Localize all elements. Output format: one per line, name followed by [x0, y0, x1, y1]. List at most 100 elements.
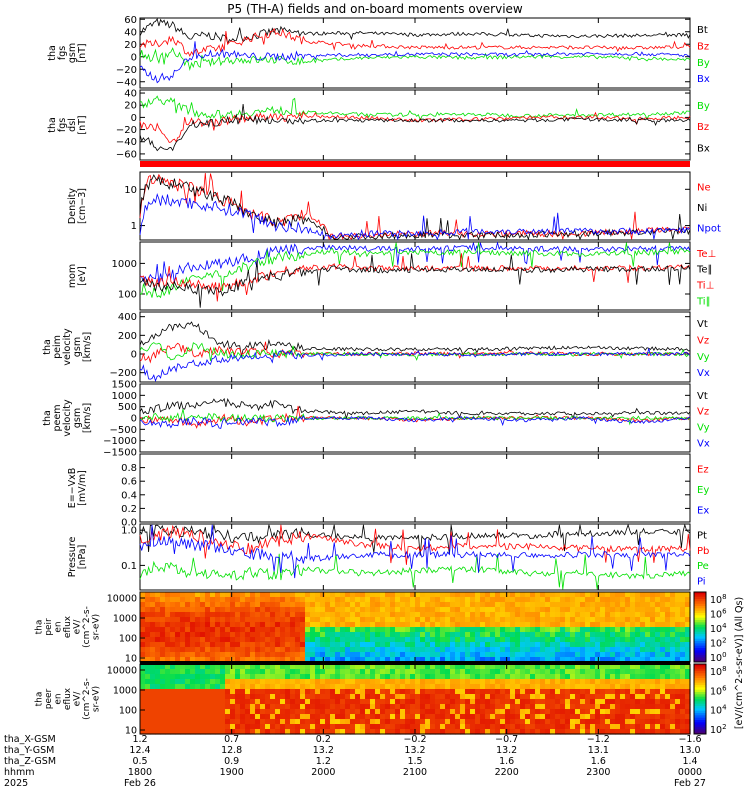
spectrogram-cell-s2	[605, 689, 611, 695]
spectrogram-cell-s2	[360, 729, 366, 735]
spectrogram-cell-s1	[380, 592, 386, 598]
spectrogram-cell-s1	[585, 602, 591, 608]
spectrogram-cell-s2	[500, 674, 506, 680]
spectrogram-cell-s1	[270, 647, 276, 653]
spectrogram-cell-s1	[620, 592, 626, 598]
spectrogram-cell-s2	[305, 704, 311, 710]
spectrogram-cell-s1	[655, 642, 661, 648]
spectrogram-cell-s1	[675, 657, 681, 663]
spectrogram-cell-s1	[685, 652, 691, 658]
spectrogram-cell-s2	[150, 724, 156, 730]
spectrogram-cell-s1	[250, 592, 256, 598]
spectrogram-cell-s1	[340, 597, 346, 603]
spectrogram-cell-s1	[470, 612, 476, 618]
ytick-label-s2: 1000	[113, 686, 137, 697]
spectrogram-cell-s1	[370, 617, 376, 623]
spectrogram-cell-s2	[495, 684, 501, 690]
spectrogram-cell-s1	[390, 657, 396, 663]
spectrogram-cell-s1	[245, 632, 251, 638]
spectrogram-cell-s2	[195, 674, 201, 680]
spectrogram-cell-s2	[640, 724, 646, 730]
spectrogram-cell-s1	[550, 637, 556, 643]
spectrogram-cell-s2	[225, 729, 231, 735]
spectrogram-cell-s2	[475, 694, 481, 700]
spectrogram-cell-s1	[545, 612, 551, 618]
spectrogram-cell-s2	[310, 719, 316, 725]
spectrogram-cell-s2	[570, 689, 576, 695]
spectrogram-cell-s1	[555, 607, 561, 613]
spectrogram-cell-s1	[685, 597, 691, 603]
spectrogram-cell-s2	[465, 684, 471, 690]
spectrogram-cell-s2	[270, 699, 276, 705]
legend-p1: Bx	[697, 74, 710, 85]
spectrogram-cell-s2	[510, 709, 516, 715]
spectrogram-cell-s1	[480, 632, 486, 638]
spectrogram-cell-s1	[435, 622, 441, 628]
legend-p6: Vz	[697, 335, 709, 346]
spectrogram-cell-s2	[490, 674, 496, 680]
spectrogram-cell-s2	[660, 704, 666, 710]
spectrogram-cell-s1	[575, 612, 581, 618]
spectrogram-cell-s1	[440, 657, 446, 663]
spectrogram-cell-s2	[525, 714, 531, 720]
spectrogram-cell-s2	[150, 719, 156, 725]
spectrogram-cell-s1	[315, 602, 321, 608]
spectrogram-cell-s1	[620, 627, 626, 633]
spectrogram-cell-s2	[310, 689, 316, 695]
spectrogram-cell-s2	[340, 709, 346, 715]
ylabel-p6: [km/s]	[82, 332, 93, 362]
spectrogram-cell-s2	[645, 664, 651, 670]
spectrogram-cell-s1	[335, 617, 341, 623]
ylabel-p6: velocity	[62, 328, 73, 366]
spectrogram-cell-s2	[260, 729, 266, 735]
spectrogram-cell-s2	[450, 719, 456, 725]
spectrogram-cell-s1	[260, 622, 266, 628]
spectrogram-cell-s2	[660, 699, 666, 705]
spectrogram-cell-s2	[680, 704, 686, 710]
spectrogram-cell-s1	[215, 657, 221, 663]
spectrogram-cell-s2	[320, 704, 326, 710]
spectrogram-cell-s1	[505, 652, 511, 658]
spectrogram-cell-s1	[260, 592, 266, 598]
spectrogram-cell-s2	[570, 699, 576, 705]
spectrogram-cell-s1	[385, 622, 391, 628]
spectrogram-cell-s1	[140, 617, 146, 623]
spectrogram-cell-s2	[630, 719, 636, 725]
spectrogram-cell-s2	[195, 694, 201, 700]
spectrogram-cell-s1	[200, 652, 206, 658]
spectrogram-cell-s2	[680, 724, 686, 730]
spectrogram-cell-s1	[435, 602, 441, 608]
spectrogram-cell-s1	[555, 602, 561, 608]
spectrogram-cell-s1	[235, 632, 241, 638]
spectrogram-cell-s2	[280, 689, 286, 695]
spectrogram-cell-s2	[250, 674, 256, 680]
spectrogram-cell-s1	[285, 627, 291, 633]
spectrogram-cell-s2	[595, 719, 601, 725]
spectrogram-cell-s1	[380, 617, 386, 623]
spectrogram-cell-s2	[290, 699, 296, 705]
spectrogram-cell-s2	[345, 669, 351, 675]
spectrogram-cell-s2	[635, 689, 641, 695]
spectrogram-cell-s2	[670, 704, 676, 710]
spectrogram-cell-s2	[390, 704, 396, 710]
spectrogram-cell-s2	[155, 719, 161, 725]
spectrogram-cell-s2	[655, 709, 661, 715]
colorbar-cell	[694, 715, 706, 719]
spectrogram-cell-s1	[565, 632, 571, 638]
spectrogram-cell-s1	[280, 637, 286, 643]
spectrogram-cell-s2	[410, 699, 416, 705]
spectrogram-cell-s1	[145, 647, 151, 653]
spectrogram-cell-s1	[450, 607, 456, 613]
spectrogram-cell-s1	[470, 632, 476, 638]
spectrogram-cell-s1	[600, 622, 606, 628]
spectrogram-cell-s1	[555, 647, 561, 653]
spectrogram-cell-s2	[175, 704, 181, 710]
spectrogram-cell-s2	[395, 709, 401, 715]
spectrogram-cell-s2	[300, 689, 306, 695]
spectrogram-cell-s2	[385, 714, 391, 720]
spectrogram-cell-s2	[470, 699, 476, 705]
spectrogram-cell-s2	[485, 699, 491, 705]
spectrogram-cell-s2	[440, 714, 446, 720]
spectrogram-cell-s2	[165, 664, 171, 670]
spectrogram-cell-s1	[200, 607, 206, 613]
